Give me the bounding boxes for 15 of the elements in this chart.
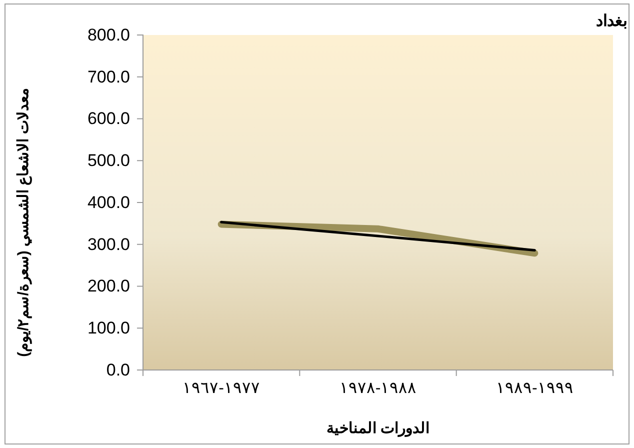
x-axis-title: الدورات المناخية (326, 420, 430, 437)
y-tick-label: 500.0 (87, 151, 130, 170)
y-tick-label: 0.0 (106, 360, 130, 380)
y-axis-title: معدلات الاشعاع الشمسي (سعرة/سم٢/يوم) (15, 88, 33, 357)
chart-title: بغداد (596, 13, 627, 30)
x-tick-label: ١٩٧٨-١٩٨٨ (339, 380, 417, 397)
y-tick-label: 400.0 (87, 192, 130, 212)
y-tick-label: 800.0 (87, 25, 130, 44)
y-tick-label: 700.0 (87, 67, 130, 86)
x-tick-label: ١٩٨٩-١٩٩٩ (496, 380, 574, 397)
y-tick-label: 300.0 (87, 234, 130, 254)
y-tick-label: 100.0 (87, 318, 130, 338)
y-tick-label: 200.0 (87, 276, 130, 296)
x-tick-label: ١٩٦٧-١٩٧٧ (182, 380, 260, 397)
y-tick-label: 600.0 (87, 109, 130, 128)
